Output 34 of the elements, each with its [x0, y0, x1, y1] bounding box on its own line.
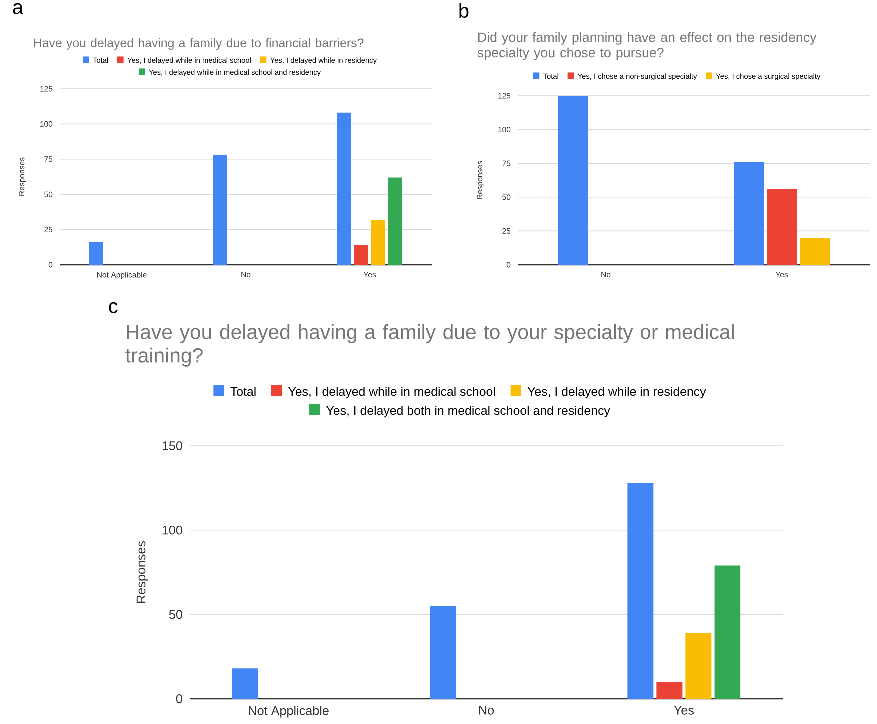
- bar: [767, 189, 798, 265]
- bar: [686, 632, 712, 699]
- bar: [214, 154, 228, 265]
- x-tick-label: No: [479, 706, 494, 715]
- y-tick-label: 100: [162, 526, 182, 535]
- y-tick-label: 150: [162, 441, 182, 450]
- bar: [714, 566, 741, 699]
- bar: [656, 682, 683, 699]
- legend-label: Yes, I delayed while in medical school: [288, 386, 496, 398]
- chart-title: Did your family planning have an effect on the residency specialty you chose to pursue?: [478, 32, 817, 60]
- bar: [628, 482, 654, 699]
- y-tick-label: 0: [176, 694, 182, 704]
- x-tick-label: Yes: [674, 706, 694, 715]
- bar: [354, 245, 369, 265]
- text: c: [109, 302, 118, 314]
- bar: [800, 238, 830, 265]
- legend-label: Total: [230, 386, 256, 396]
- bar: [388, 177, 403, 265]
- y-axis-title: Responses: [136, 541, 148, 603]
- y-tick-label: 50: [169, 610, 182, 619]
- text: a: [13, 3, 24, 14]
- bar: [232, 668, 258, 699]
- bar: [90, 242, 104, 265]
- chart-title: Have you delayed having a family due to your specialty or medical training?: [126, 324, 734, 367]
- bar: [430, 606, 456, 699]
- chart-title: Have you delayed having a family due to financial barriers?: [34, 38, 364, 50]
- legend-label: Yes, I delayed while in residency: [528, 386, 706, 398]
- text: b: [460, 3, 469, 18]
- bar: [338, 112, 352, 265]
- bar: [372, 220, 386, 265]
- bar: [734, 162, 764, 265]
- bar: [558, 96, 588, 265]
- x-tick-label: Not Applicable: [249, 706, 329, 718]
- legend-label: Yes, I delayed both in medical school and residency: [326, 406, 610, 418]
